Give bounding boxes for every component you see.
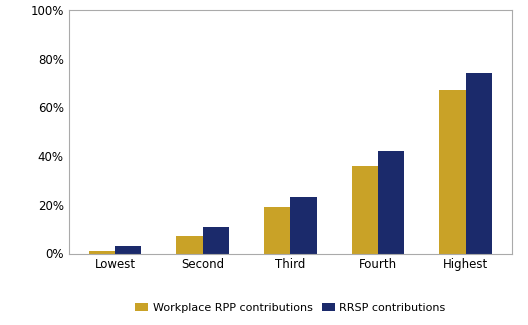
Legend: Workplace RPP contributions, RRSP contributions: Workplace RPP contributions, RRSP contri…: [130, 298, 450, 317]
Bar: [89, 251, 115, 254]
Bar: [290, 198, 317, 254]
Bar: [439, 90, 466, 254]
Bar: [378, 151, 404, 254]
Bar: [203, 227, 229, 254]
Bar: [264, 207, 290, 254]
Bar: [352, 166, 378, 254]
Bar: [176, 237, 203, 254]
Bar: [115, 246, 142, 254]
Bar: [466, 73, 492, 254]
